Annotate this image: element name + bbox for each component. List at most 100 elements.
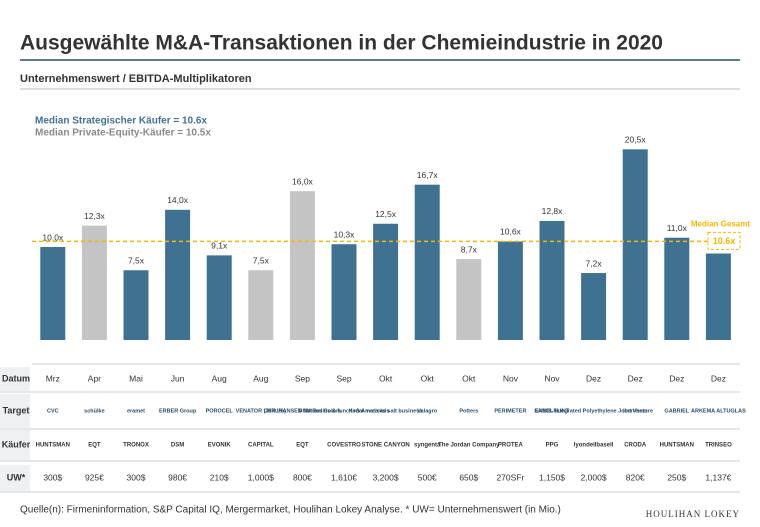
bar bbox=[581, 273, 607, 340]
row-label-cell bbox=[0, 465, 30, 491]
value-label: 11,0x bbox=[667, 223, 688, 233]
bar bbox=[456, 259, 482, 340]
legend-entry: Median Private-Equity-Käufer = 10.5x bbox=[35, 128, 211, 139]
median-label: Median Gesamt bbox=[691, 220, 750, 229]
target-label: Valagro bbox=[417, 408, 438, 414]
uw-value: 2,000$ bbox=[581, 472, 607, 482]
date-label: Mrz bbox=[46, 373, 60, 383]
median-box bbox=[707, 231, 741, 250]
date-label: Jun bbox=[171, 373, 185, 383]
uw-value: 925€ bbox=[85, 472, 104, 482]
target-label: Potters bbox=[459, 408, 478, 414]
bar bbox=[664, 237, 690, 340]
bar bbox=[497, 241, 523, 340]
uw-value: 500€ bbox=[418, 472, 437, 482]
bar bbox=[331, 244, 357, 340]
value-label: 20,5x bbox=[625, 135, 647, 145]
date-label: Okt bbox=[421, 373, 435, 383]
uw-value: 980€ bbox=[168, 472, 187, 482]
value-label: 8,7x bbox=[461, 244, 478, 254]
row-label-cell bbox=[0, 430, 30, 460]
date-label: Nov bbox=[503, 373, 519, 383]
target-label: eramet bbox=[127, 408, 145, 414]
bar bbox=[40, 247, 66, 340]
date-label: Aug bbox=[253, 373, 268, 383]
target-label: iberchem bbox=[623, 408, 648, 414]
uw-value: 1,000$ bbox=[248, 472, 274, 482]
row-label-cell bbox=[0, 394, 30, 428]
bar bbox=[206, 255, 232, 340]
bar bbox=[248, 270, 274, 340]
subtitle: Unternehmenswert / EBITDA-Multiplikatore… bbox=[20, 73, 252, 85]
buyer-label: EVONIK bbox=[208, 443, 232, 449]
value-label: 14,0x bbox=[167, 195, 189, 205]
uw-value: 1,137€ bbox=[705, 472, 731, 482]
bar bbox=[622, 149, 648, 340]
uw-value: 1,610€ bbox=[331, 472, 357, 482]
uw-value: 250$ bbox=[667, 472, 686, 482]
brand: HOULIHAN LOKEY bbox=[646, 509, 740, 519]
target-label: SASOL Integrated Polyethylene Joint Vent… bbox=[534, 408, 653, 414]
value-label: 7,5x bbox=[253, 256, 270, 266]
uw-value: 210$ bbox=[210, 472, 229, 482]
median-value: 10.6x bbox=[713, 236, 736, 246]
legend-entry: Median Strategischer Käufer = 10.6x bbox=[35, 116, 207, 127]
value-label: 16,7x bbox=[417, 170, 439, 180]
value-label: 10,0x bbox=[42, 232, 64, 242]
buyer-label: CRODA bbox=[624, 443, 647, 449]
bar bbox=[373, 223, 399, 340]
target-label: PERIMETER bbox=[494, 408, 526, 414]
uw-value: 1,150$ bbox=[539, 472, 565, 482]
buyer-label: COVESTRO bbox=[327, 443, 361, 449]
buyer-label: DSM bbox=[171, 443, 184, 449]
buyer-label: PPG bbox=[546, 443, 559, 449]
date-label: Dez bbox=[669, 373, 684, 383]
target-label: POROCEL bbox=[206, 408, 234, 414]
row-label: Datum bbox=[2, 373, 30, 383]
source: Quelle(n): Firmeninformation, S&P Capita… bbox=[20, 505, 561, 516]
value-label: 7,5x bbox=[128, 256, 145, 266]
target-label: ARKEMA ALTUGLAS bbox=[691, 408, 746, 414]
uw-value: 820€ bbox=[626, 472, 645, 482]
date-label: Sep bbox=[336, 373, 351, 383]
value-label: 10,6x bbox=[500, 227, 522, 237]
buyer-label: PROTEA bbox=[498, 443, 524, 449]
target-label: K+S Americas salt business bbox=[349, 408, 422, 414]
target-label: DSM Resins & functional materials bbox=[299, 408, 390, 414]
buyer-label: HUNTSMAN bbox=[36, 443, 70, 449]
uw-value: 300$ bbox=[43, 472, 62, 482]
uw-value: 300$ bbox=[127, 472, 146, 482]
buyer-label: STONE CANYON bbox=[361, 443, 409, 449]
date-label: Okt bbox=[379, 373, 393, 383]
target-label: CVC bbox=[47, 408, 59, 414]
uw-value: 3,200$ bbox=[373, 472, 399, 482]
date-label: Dez bbox=[586, 373, 601, 383]
date-label: Mai bbox=[129, 373, 143, 383]
target-label: ENNIS-FLINT bbox=[535, 408, 570, 414]
value-label: 16,0x bbox=[292, 176, 314, 186]
row-label: Käufer bbox=[2, 439, 31, 449]
target-label: schülke bbox=[84, 408, 104, 414]
buyer-label: lyondellbasell bbox=[574, 443, 614, 449]
buyer-label: CAPITAL bbox=[248, 443, 274, 449]
date-label: Dez bbox=[628, 373, 643, 383]
value-label: 9,1x bbox=[211, 241, 228, 251]
value-label: 10,3x bbox=[334, 229, 356, 239]
date-label: Aug bbox=[212, 373, 227, 383]
target-label: CHR. HANSEN Natural Colors bbox=[264, 408, 342, 414]
buyer-label: The Jordan Company bbox=[438, 443, 500, 449]
bar bbox=[165, 209, 191, 340]
bar bbox=[539, 220, 565, 340]
value-label: 7,2x bbox=[586, 258, 603, 268]
bar bbox=[123, 270, 149, 340]
target-label: GABRIEL bbox=[664, 408, 689, 414]
date-label: Okt bbox=[462, 373, 476, 383]
buyer-label: TRINSEO bbox=[705, 443, 732, 449]
row-label-cell bbox=[0, 367, 30, 391]
target-label: VENATOR (38.01%) bbox=[236, 408, 286, 414]
value-label: 12,3x bbox=[84, 211, 106, 221]
date-label: Dez bbox=[711, 373, 726, 383]
bar bbox=[705, 253, 731, 340]
uw-value: 650$ bbox=[459, 472, 478, 482]
